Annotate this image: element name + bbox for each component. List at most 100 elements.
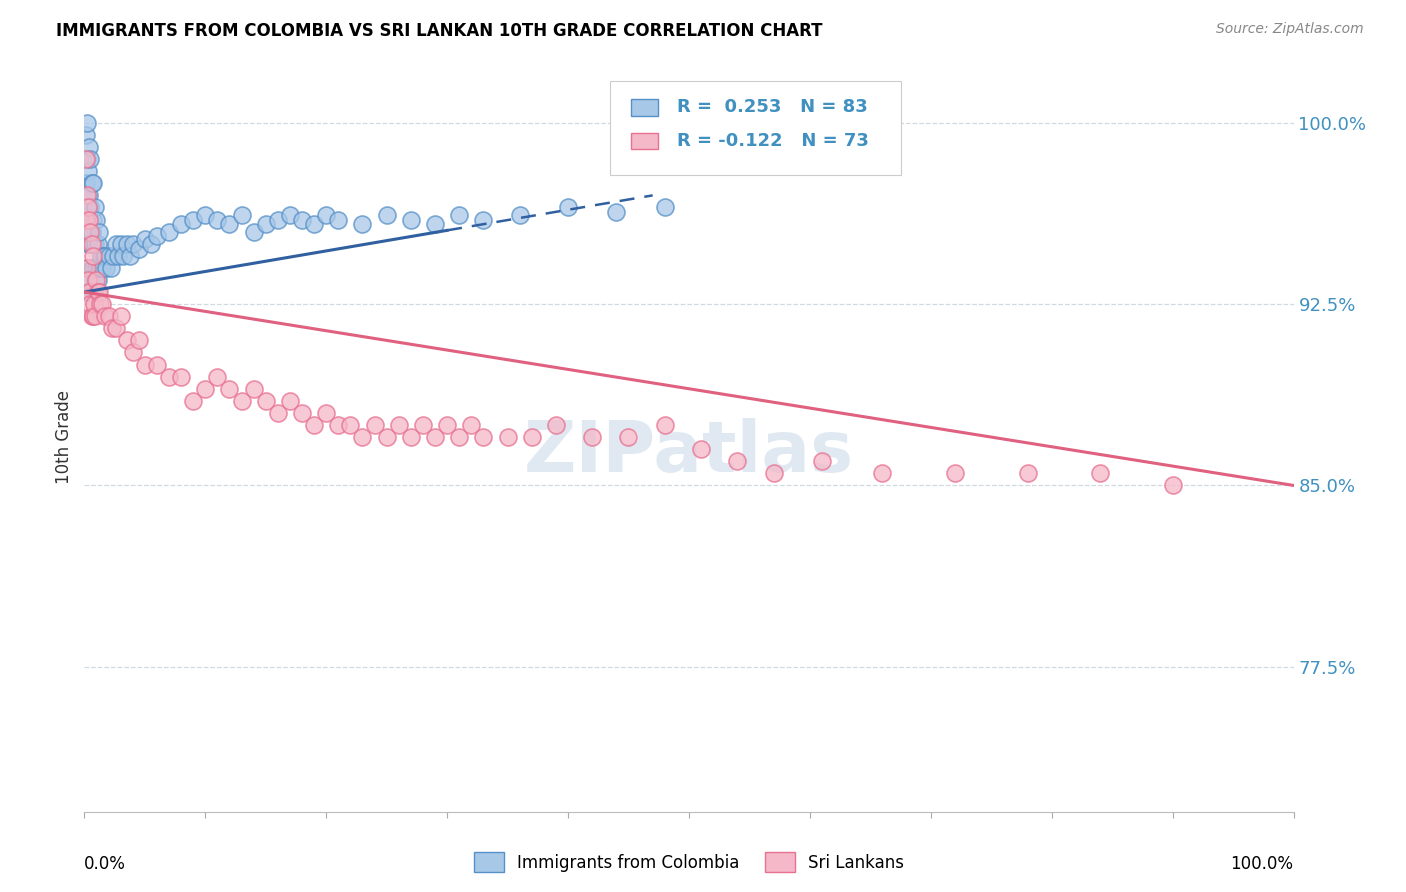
Point (90, 249, 112, 263)
Point (83, 285, 105, 299)
Point (242, 382, 264, 396)
Point (328, 212, 350, 227)
FancyBboxPatch shape (610, 81, 901, 175)
Point (1017, 467, 1039, 481)
Bar (631, 99, 658, 116)
Point (120, 249, 142, 263)
Point (302, 417, 325, 432)
Point (231, 208, 253, 222)
Point (605, 205, 627, 219)
Point (654, 201, 676, 215)
Point (375, 208, 398, 222)
Point (86, 236, 108, 251)
Point (89, 297, 111, 311)
Point (231, 393, 253, 408)
Point (86, 260, 108, 275)
Point (170, 369, 193, 384)
Text: Source: ZipAtlas.com: Source: ZipAtlas.com (1216, 22, 1364, 37)
Point (388, 417, 411, 432)
Point (75, 176, 97, 190)
Point (423, 218, 446, 232)
Point (77, 201, 100, 215)
Point (496, 430, 519, 444)
Point (207, 369, 229, 384)
Point (77, 236, 100, 251)
Point (76, 260, 98, 275)
Point (112, 249, 135, 263)
Point (97, 310, 120, 324)
Point (194, 382, 217, 396)
Point (87, 225, 110, 239)
Point (94, 310, 117, 324)
Point (218, 382, 240, 396)
Point (89, 260, 111, 275)
Point (194, 208, 217, 222)
Point (79, 152, 101, 166)
Point (79, 285, 101, 299)
Point (79, 201, 101, 215)
Point (76, 260, 98, 275)
Point (557, 201, 579, 215)
Point (77, 285, 100, 299)
Point (254, 218, 277, 232)
Point (107, 249, 129, 263)
Point (75, 212, 97, 227)
Point (115, 334, 138, 348)
Point (75, 212, 97, 227)
Point (77, 188, 100, 202)
Text: IMMIGRANTS FROM COLOMBIA VS SRI LANKAN 10TH GRADE CORRELATION CHART: IMMIGRANTS FROM COLOMBIA VS SRI LANKAN 1… (56, 22, 823, 40)
Point (170, 218, 193, 232)
Point (82, 260, 104, 275)
Point (399, 430, 422, 444)
Point (352, 218, 374, 232)
Point (399, 212, 422, 227)
Point (436, 417, 458, 432)
Point (103, 249, 125, 263)
Point (544, 417, 567, 432)
Point (363, 417, 385, 432)
Point (77, 201, 100, 215)
Point (86, 212, 108, 227)
Point (93, 249, 115, 263)
Point (76, 225, 98, 239)
Point (146, 229, 169, 244)
Point (87, 285, 110, 299)
Point (291, 212, 314, 227)
Point (77, 285, 100, 299)
Point (75, 128, 97, 142)
Point (725, 454, 748, 468)
Point (77, 212, 100, 227)
Point (82, 249, 104, 263)
Point (472, 212, 495, 227)
Point (97, 249, 120, 263)
Point (872, 467, 894, 481)
Point (115, 236, 138, 251)
Point (82, 310, 104, 324)
Point (86, 285, 108, 299)
Point (157, 369, 180, 384)
Point (157, 225, 180, 239)
Point (80, 260, 103, 275)
Point (77, 164, 100, 178)
Point (75, 285, 97, 299)
Point (509, 208, 531, 222)
Point (94, 260, 117, 275)
Point (460, 417, 482, 432)
Point (134, 358, 156, 372)
Point (128, 334, 150, 348)
Point (82, 176, 104, 190)
Point (134, 232, 156, 246)
Point (449, 430, 471, 444)
Point (86, 273, 108, 287)
Point (91, 260, 114, 275)
Point (121, 236, 143, 251)
Text: 0.0%: 0.0% (84, 855, 127, 873)
Point (762, 467, 785, 481)
Point (181, 212, 204, 227)
Point (110, 236, 132, 251)
Point (77, 273, 100, 287)
Point (94, 249, 117, 263)
Point (84, 310, 107, 324)
Text: ZIPatlas: ZIPatlas (524, 417, 853, 486)
Text: R =  0.253   N = 83: R = 0.253 N = 83 (676, 98, 868, 116)
